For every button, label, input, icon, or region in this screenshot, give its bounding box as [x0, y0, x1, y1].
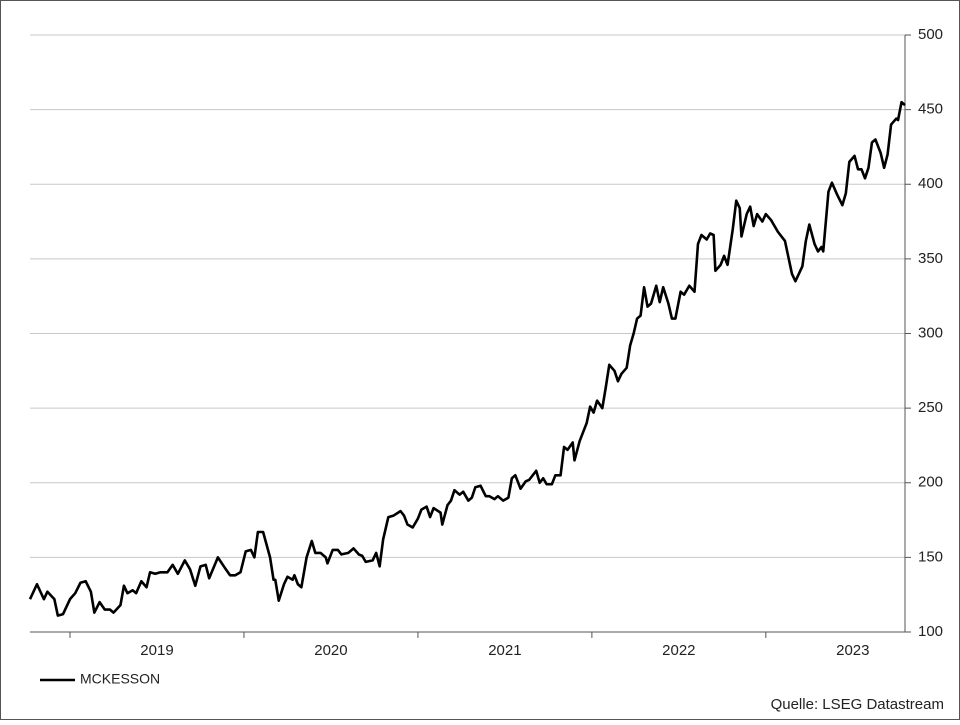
- y-tick-label: 250: [918, 399, 943, 416]
- y-tick-label: 500: [918, 26, 943, 43]
- y-tick-label: 300: [918, 324, 943, 341]
- y-tick-label: 150: [918, 548, 943, 565]
- x-tick-label: 2020: [314, 642, 347, 659]
- price-line: [28, 100, 906, 617]
- y-tick-label: 350: [918, 250, 943, 267]
- y-tick-label: 400: [918, 175, 943, 192]
- y-tick-label: 200: [918, 474, 943, 491]
- x-tick-label: 2022: [662, 642, 695, 659]
- legend-label: MCKESSON: [80, 671, 160, 687]
- x-tick-label: 2023: [836, 642, 869, 659]
- x-tick-label: 2019: [140, 642, 173, 659]
- y-tick-label: 100: [918, 623, 943, 640]
- y-tick-label: 450: [918, 101, 943, 118]
- source-note: Quelle: LSEG Datastream: [771, 696, 944, 713]
- x-tick-label: 2021: [488, 642, 521, 659]
